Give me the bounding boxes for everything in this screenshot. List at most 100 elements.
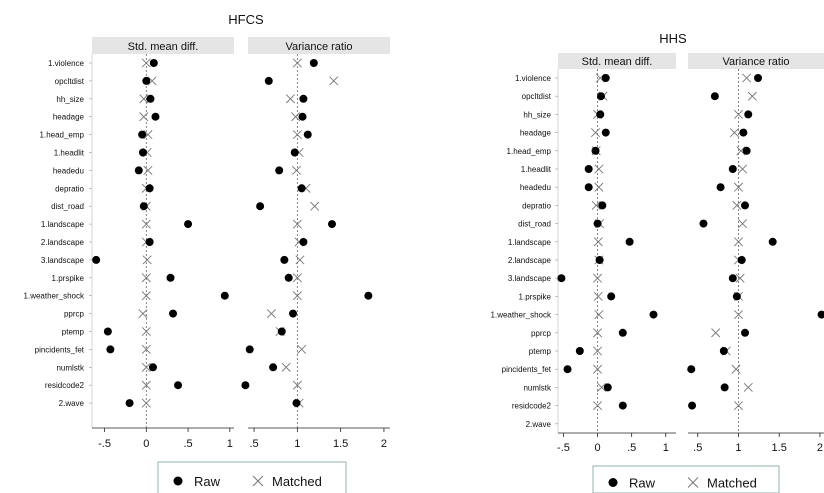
matched-point: [736, 146, 746, 156]
row-label: 1.headlit: [521, 165, 552, 174]
legend-matched-label: Matched: [272, 474, 322, 489]
matched-point: [295, 255, 305, 265]
matched-point: [285, 94, 295, 104]
raw-point: [688, 401, 697, 410]
x-tick-label: .5: [183, 438, 192, 450]
matched-point: [141, 380, 151, 390]
raw-point: [220, 291, 229, 300]
raw-point: [593, 219, 602, 228]
raw-point: [299, 94, 308, 103]
raw-point: [737, 256, 746, 264]
raw-point: [241, 381, 250, 390]
matched-point: [139, 112, 149, 122]
x-tick-label: 2: [817, 442, 823, 454]
raw-point: [298, 112, 307, 121]
raw-point: [732, 292, 741, 301]
raw-point: [245, 345, 254, 354]
matched-point: [292, 130, 302, 140]
matched-point: [743, 382, 753, 392]
row-label: pincidents_fet: [35, 345, 85, 354]
matched-point: [729, 128, 739, 138]
row-label: ptemp: [62, 328, 85, 337]
matched-point: [141, 273, 151, 283]
matched-point: [590, 128, 601, 138]
x-tick-label: .5: [693, 442, 702, 454]
legend-raw-label: Raw: [629, 476, 656, 491]
matched-point: [147, 76, 157, 86]
raw-point: [716, 183, 725, 192]
raw-point: [134, 166, 143, 175]
matched-point: [142, 255, 152, 265]
matched-point: [733, 182, 744, 192]
raw-point: [169, 309, 178, 318]
matched-point: [591, 200, 601, 210]
raw-point: [151, 112, 160, 121]
raw-point: [92, 255, 101, 264]
row-label: 1.violence: [48, 59, 85, 68]
raw-point: [741, 201, 750, 210]
raw-point: [741, 328, 750, 337]
panel-header: [688, 53, 824, 69]
raw-point: [625, 237, 634, 246]
matched-point: [266, 309, 276, 319]
matched-point: [141, 344, 151, 354]
matched-point: [593, 346, 603, 356]
raw-point: [744, 110, 753, 119]
panel-title: Variance ratio: [722, 56, 789, 68]
raw-point: [327, 220, 336, 229]
x-tick-label: -.5: [557, 442, 570, 454]
x-tick-label: 1: [294, 438, 300, 450]
matched-point: [711, 328, 721, 338]
row-label: 1.headlit: [54, 149, 85, 158]
raw-point: [148, 363, 157, 372]
raw-point: [138, 148, 147, 157]
row-label: depratio: [55, 184, 84, 193]
row-label: 1.prspike: [52, 274, 85, 283]
matched-point: [141, 398, 151, 408]
raw-point: [607, 292, 616, 301]
raw-point: [584, 165, 593, 173]
raw-point: [289, 309, 298, 318]
raw-point: [275, 166, 284, 175]
raw-point: [649, 310, 658, 319]
raw-point: [264, 76, 273, 85]
matched-point: [593, 237, 603, 247]
matched-point: [594, 164, 604, 174]
row-label: headage: [520, 129, 552, 138]
x-tick-label: 1: [663, 442, 669, 454]
raw-point: [256, 202, 265, 211]
row-label: 1.landscape: [508, 238, 552, 247]
matched-point: [731, 364, 741, 374]
raw-point: [125, 399, 134, 408]
raw-point: [603, 383, 612, 392]
matched-point: [292, 380, 302, 390]
matched-point: [593, 328, 603, 338]
raw-point: [174, 381, 183, 390]
matched-point: [733, 109, 744, 119]
x-tick-label: -.5: [98, 438, 111, 450]
raw-point: [297, 184, 306, 193]
row-label: 1.head_emp: [40, 131, 85, 140]
panel-title: Variance ratio: [285, 41, 352, 53]
raw-point: [598, 201, 607, 210]
matched-point: [281, 362, 291, 372]
row-label: 1.head_emp: [507, 147, 552, 156]
row-label: residcode2: [512, 402, 552, 411]
raw-point: [601, 128, 610, 137]
x-tick-label: 2: [381, 438, 387, 450]
legend-raw-marker: [608, 478, 618, 487]
row-label: hh_size: [56, 95, 84, 104]
matched-point: [747, 91, 757, 101]
raw-point: [720, 383, 729, 392]
row-label: headedu: [520, 183, 551, 192]
row-label: 1.landscape: [41, 220, 85, 229]
raw-point: [596, 110, 605, 119]
raw-point: [719, 347, 728, 355]
matched-point: [143, 130, 153, 140]
x-tick-label: .5: [627, 442, 636, 454]
matched-point: [593, 291, 603, 301]
matched-point: [292, 273, 302, 283]
raw-point: [618, 328, 627, 337]
raw-point: [145, 184, 154, 193]
